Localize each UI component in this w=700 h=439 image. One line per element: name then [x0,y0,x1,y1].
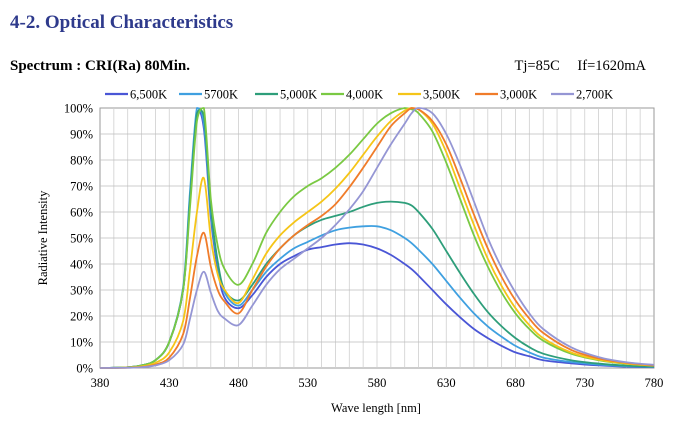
x-tick-label: 780 [645,376,664,390]
legend-label: 2,700K [576,88,613,102]
x-tick-label: 630 [437,376,456,390]
y-tick-label: 40% [70,258,93,272]
legend-label: 5700K [204,88,238,102]
y-tick-label: 20% [70,310,93,324]
x-axis-label: Wave length [nm] [331,401,421,415]
series-line-6 [99,107,655,369]
x-tick-label: 480 [229,376,248,390]
spectrum-separator: : [76,58,82,74]
x-tick-label: 380 [91,376,110,390]
x-tick-label: 530 [298,376,317,390]
series-line-5 [99,107,655,369]
y-axis-label: Radiative Intensity [36,190,50,286]
section-title: 4-2. Optical Characteristics [10,12,234,33]
y-tick-label: 50% [70,232,93,246]
x-tick-label: 580 [368,376,387,390]
condition-tj: Tj=85C [514,58,560,74]
spectrum-value: CRI(Ra) 80Min. [85,58,190,74]
x-tick-label: 730 [575,376,594,390]
condition-if: If=1620mA [577,58,646,74]
y-tick-label: 0% [76,362,93,376]
y-tick-label: 80% [70,154,93,168]
y-tick-label: 30% [70,284,93,298]
y-tick-label: 90% [70,128,93,142]
legend-label: 4,000K [346,88,383,102]
spectrum-label: Spectrum [10,58,73,74]
y-tick-label: 100% [64,102,93,116]
y-tick-label: 60% [70,206,93,220]
legend-label: 5,000K [280,88,317,102]
y-tick-label: 10% [70,336,93,350]
legend-label: 3,000K [500,88,537,102]
y-tick-label: 70% [70,180,93,194]
spectrum-heading: Spectrum : CRI(Ra) 80Min. [10,58,190,75]
series-line-4 [99,107,655,369]
x-tick-label: 430 [160,376,179,390]
series-line-3 [99,107,655,369]
x-tick-label: 680 [506,376,525,390]
legend-label: 6,500K [130,88,167,102]
test-conditions: Tj=85C If=1620mA [501,58,646,75]
legend-label: 3,500K [423,88,460,102]
